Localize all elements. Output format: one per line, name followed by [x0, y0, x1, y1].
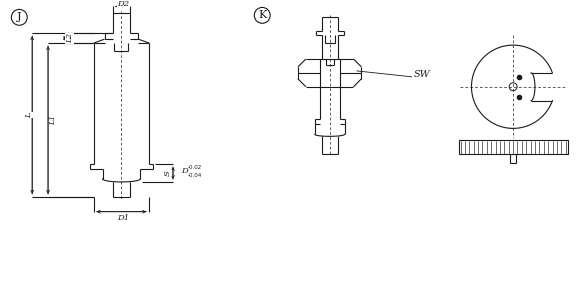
Text: -0.04: -0.04: [188, 173, 202, 178]
Text: D: D: [181, 167, 187, 175]
Text: L2: L2: [66, 33, 74, 43]
Text: L: L: [25, 112, 33, 118]
Text: D2: D2: [118, 1, 129, 8]
Text: -0.02: -0.02: [188, 165, 202, 170]
Text: S: S: [164, 170, 172, 176]
Text: SW: SW: [414, 70, 431, 79]
Text: J: J: [17, 12, 22, 22]
Text: L1: L1: [49, 115, 57, 125]
Text: K: K: [258, 10, 267, 20]
Text: D1: D1: [118, 214, 129, 222]
Bar: [459, 140, 567, 154]
